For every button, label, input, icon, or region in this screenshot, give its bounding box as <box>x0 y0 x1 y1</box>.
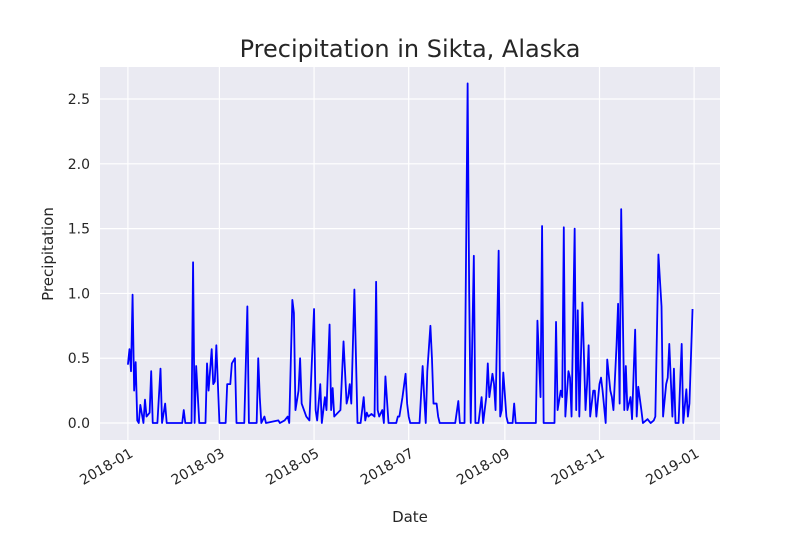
y-tick-label: 1.0 <box>68 286 90 302</box>
x-tick-label: 2018-03 <box>169 446 228 489</box>
x-tick-label: 2019-01 <box>643 446 702 489</box>
y-tick-label: 0.5 <box>68 351 90 367</box>
plot-area <box>100 67 720 440</box>
x-tick-label: 2018-09 <box>454 446 513 489</box>
precipitation-line <box>127 82 694 424</box>
y-axis-label: Precipitation <box>39 207 57 301</box>
x-tick-label: 2018-05 <box>263 446 322 489</box>
y-tick-label: 1.5 <box>68 222 90 238</box>
x-tick-label: 2018-11 <box>549 446 608 489</box>
y-tick-label: 2.0 <box>68 157 90 173</box>
y-tick-label: 2.5 <box>68 92 90 108</box>
x-axis-label: Date <box>392 508 428 526</box>
chart-title: Precipitation in Sikta, Alaska <box>240 35 581 63</box>
x-tick-label: 2018-07 <box>358 446 417 489</box>
x-tick-label: 2018-01 <box>77 446 136 489</box>
y-tick-label: 0.0 <box>68 416 90 432</box>
